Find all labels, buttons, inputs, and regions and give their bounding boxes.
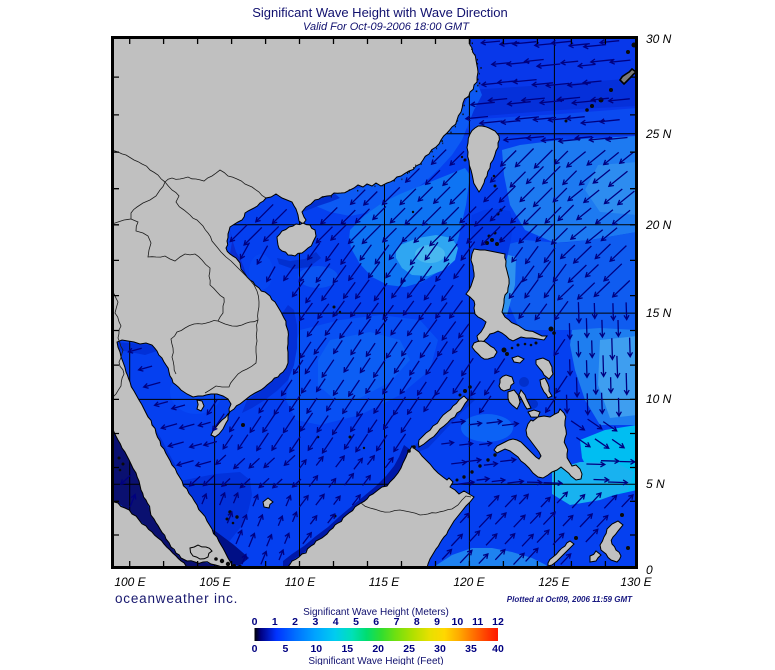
- svg-text:105 E: 105 E: [199, 575, 231, 589]
- svg-text:5: 5: [282, 643, 288, 655]
- svg-text:20: 20: [372, 643, 384, 655]
- svg-text:20 N: 20 N: [645, 218, 672, 232]
- svg-text:10 N: 10 N: [646, 392, 672, 406]
- svg-text:2: 2: [292, 616, 298, 628]
- svg-text:10: 10: [452, 616, 464, 628]
- svg-text:Valid For Oct-09-2006 18:00 GM: Valid For Oct-09-2006 18:00 GMT: [303, 21, 470, 33]
- svg-text:9: 9: [434, 616, 440, 628]
- svg-text:30: 30: [434, 643, 446, 655]
- svg-text:35: 35: [465, 643, 477, 655]
- svg-text:6: 6: [373, 616, 379, 628]
- svg-text:5 N: 5 N: [646, 477, 665, 491]
- svg-text:12: 12: [492, 616, 504, 628]
- svg-text:15: 15: [341, 643, 353, 655]
- svg-text:Significant Wave Height (Feet): Significant Wave Height (Feet): [308, 656, 443, 665]
- svg-text:0: 0: [252, 643, 258, 655]
- svg-text:5: 5: [353, 616, 359, 628]
- svg-text:15 N: 15 N: [646, 306, 672, 320]
- svg-text:110 E: 110 E: [285, 575, 316, 589]
- svg-text:0: 0: [646, 563, 653, 577]
- svg-text:1: 1: [272, 616, 278, 628]
- svg-text:8: 8: [414, 616, 420, 628]
- svg-text:10: 10: [310, 643, 322, 655]
- svg-text:25: 25: [403, 643, 415, 655]
- svg-text:3: 3: [312, 616, 318, 628]
- svg-text:Significant Wave Height with W: Significant Wave Height with Wave Direct…: [252, 5, 508, 20]
- svg-text:130 E: 130 E: [620, 575, 652, 589]
- svg-text:Significant Wave Height (Meter: Significant Wave Height (Meters): [303, 607, 449, 618]
- svg-text:0: 0: [252, 616, 258, 628]
- svg-text:40: 40: [492, 643, 504, 655]
- svg-text:11: 11: [472, 616, 483, 628]
- svg-text:100 E: 100 E: [114, 575, 146, 589]
- svg-text:4: 4: [333, 616, 339, 628]
- svg-text:115 E: 115 E: [369, 575, 400, 589]
- svg-text:30 N: 30 N: [646, 32, 672, 46]
- svg-text:125 E: 125 E: [538, 575, 570, 589]
- svg-text:Plotted at Oct09, 2006 11:59 G: Plotted at Oct09, 2006 11:59 GMT: [507, 595, 633, 604]
- svg-text:120 E: 120 E: [453, 575, 485, 589]
- svg-text:25 N: 25 N: [645, 127, 672, 141]
- svg-text:oceanweather inc.: oceanweather inc.: [115, 591, 238, 606]
- svg-text:7: 7: [394, 616, 400, 628]
